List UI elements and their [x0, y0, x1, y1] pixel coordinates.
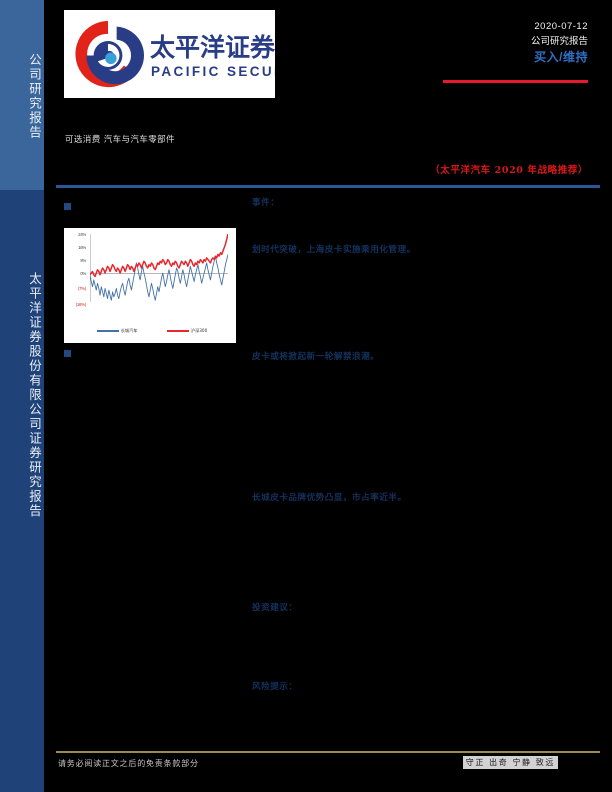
rating-badge: 买入/维持: [534, 50, 588, 64]
header-divider: [56, 185, 600, 188]
sidebar-bottom-band: [0, 190, 44, 792]
legend-item-1: 沪深300: [166, 328, 208, 334]
chart-legend: 长城汽车 沪深300: [82, 328, 222, 334]
section-heading-1: 划时代突破，上海皮卡实施乘用化管理。: [252, 245, 416, 255]
sidebar-top-band: [0, 0, 44, 190]
legend-label-1: 沪深300: [190, 328, 208, 333]
risk-warning-label: 风险提示：: [252, 682, 298, 692]
y-tick-3: 0%: [80, 271, 86, 276]
y-tick-4: (7%): [77, 286, 86, 291]
logo-english-name: PACIFIC SECURITIES: [151, 64, 275, 79]
footer-slogan: 守正 出奇 宁静 致远: [462, 756, 558, 769]
strategy-tagline: （太平洋汽车 2020 年战略推荐）: [430, 165, 588, 176]
header-meta: 2020-07-12 公司研究报告 买入/维持: [388, 19, 588, 66]
y-tick-5: (16%): [75, 302, 86, 307]
left-sidebar: 公司研究报告 太平洋证券股份有限公司证券研究报告: [0, 0, 44, 792]
report-date: 2020-07-12: [534, 21, 588, 32]
section-heading-3: 长城皮卡品牌优势凸显，市占率近半。: [252, 493, 407, 503]
footer-disclaimer: 请务必阅读正文之后的免责条款部分: [58, 759, 199, 768]
legend-swatch-0: [96, 330, 119, 332]
legend-label-0: 长城汽车: [120, 328, 138, 333]
rating-underline: [443, 80, 588, 83]
y-tick-0: 24%: [78, 232, 86, 237]
sidebar-top-label: 公司研究报告: [27, 52, 41, 140]
report-type: 公司研究报告: [530, 36, 588, 47]
report-page: 太平洋证券 PACIFIC SECURITIES 2020-07-12 公司研究…: [44, 0, 612, 792]
y-tick-2: 8%: [80, 258, 86, 263]
event-label: 事件：: [252, 198, 280, 208]
investment-advice-label: 投资建议：: [252, 603, 298, 613]
legend-item-0: 长城汽车: [96, 328, 138, 334]
sidebar-bottom-label: 太平洋证券股份有限公司证券研究报告: [27, 271, 41, 519]
bullet-marker-1: [64, 203, 71, 210]
company-logo: 太平洋证券 PACIFIC SECURITIES: [64, 10, 275, 98]
y-tick-1: 16%: [78, 245, 86, 250]
logo-chinese-name: 太平洋证券: [150, 33, 275, 62]
legend-swatch-1: [166, 329, 189, 333]
section-heading-2: 皮卡或将掀起新一轮解禁浪潮。: [252, 352, 380, 362]
pacific-securities-swirl-icon: [75, 20, 144, 88]
footer-divider: [56, 751, 600, 753]
industry-classification: 可选消费 汽车与汽车零部件: [65, 135, 175, 145]
chart-plot-area: [90, 234, 228, 302]
stock-performance-chart: 24% 16% 8% 0% (7%) (16%) 长城汽车 沪深300: [64, 228, 236, 343]
bullet-marker-2: [64, 350, 71, 357]
